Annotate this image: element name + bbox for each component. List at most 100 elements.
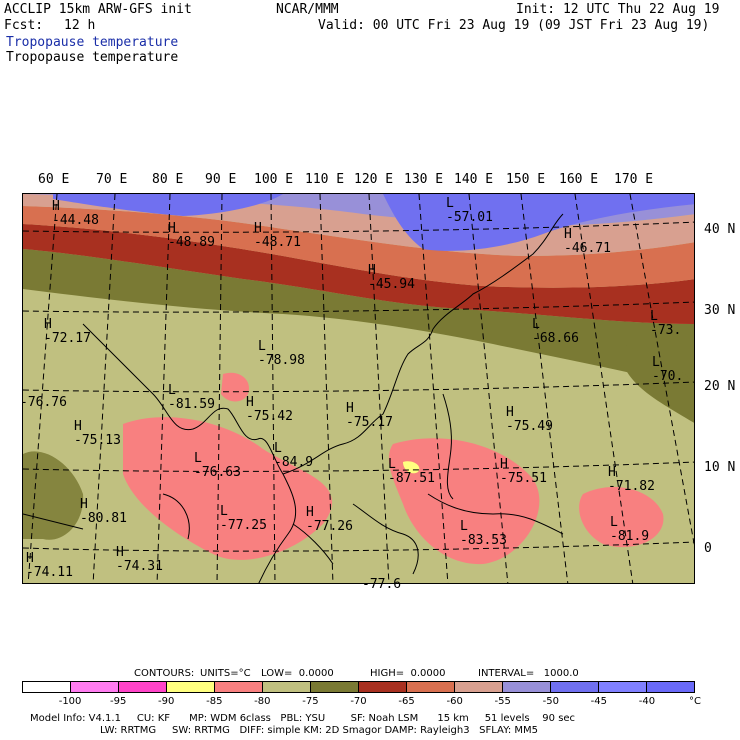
fcst-label: Fcst: xyxy=(4,18,44,33)
fcst-value: 12 h xyxy=(64,18,96,33)
map-panel xyxy=(22,193,695,584)
lon-label: 60 E xyxy=(38,172,70,187)
map-extremum-label: H -48.71 xyxy=(254,221,301,250)
colorbar-swatch xyxy=(215,682,263,692)
map-extremum-label: H -71.82 xyxy=(608,465,655,494)
field-band-olive xyxy=(23,249,694,389)
lon-label: 90 E xyxy=(205,172,237,187)
map-extremum-label: H -75.13 xyxy=(74,419,121,448)
lon-label: 100 E xyxy=(254,172,294,187)
colorbar-tick-label: -100 xyxy=(58,696,82,707)
field-patch-blue-east xyxy=(383,194,694,251)
units-label: UNITS=°C xyxy=(200,668,251,679)
colorbar-tick-label: -45 xyxy=(590,696,608,707)
map-extremum-label: H -75.17 xyxy=(346,401,393,430)
lon-label: 140 E xyxy=(454,172,494,187)
map-extremum-label: H -45.94 xyxy=(368,263,415,292)
field-patch-cold-1 xyxy=(123,417,333,560)
map-extremum-label: L -57.01 xyxy=(446,196,493,225)
field-title-1: Tropopause temperature xyxy=(6,35,179,50)
colorbar-swatch xyxy=(407,682,455,692)
map-extremum-label: L -73. xyxy=(650,309,682,338)
colorbar-tick-label: -50 xyxy=(542,696,559,707)
field-band-orange xyxy=(23,206,694,288)
colorbar-tick-label: -75 xyxy=(302,696,319,707)
colorbar-swatch xyxy=(167,682,215,692)
lon-label: 120 E xyxy=(354,172,394,187)
colorbar-swatch xyxy=(71,682,119,692)
colorbar-tick-label: -65 xyxy=(398,696,415,707)
high-label: HIGH= 0.0000 xyxy=(370,668,446,679)
colorbar-swatch xyxy=(23,682,71,692)
lon-label: 160 E xyxy=(559,172,599,187)
colorbar-swatch xyxy=(263,682,311,692)
colorbar-swatch xyxy=(503,682,551,692)
map-extremum-label: L -81.9 xyxy=(610,515,650,544)
map-extremum-label: H -74.31 xyxy=(116,545,163,574)
init-time: Init: 12 UTC Thu 22 Aug 19 xyxy=(516,2,720,17)
colorbar-tick-label: -60 xyxy=(446,696,463,707)
colorbar-tick-label: -70 xyxy=(350,696,367,707)
colorbar xyxy=(22,681,695,693)
map-extremum-label: L -81.59 xyxy=(168,383,215,412)
colorbar-swatch xyxy=(647,682,694,692)
interval-label: INTERVAL= 1000.0 xyxy=(478,668,579,679)
map-extremum-label: H -77.26 xyxy=(306,505,353,534)
coastlines xyxy=(23,213,564,583)
lon-label: 110 E xyxy=(305,172,345,187)
map-extremum-label: L -84.9 xyxy=(274,441,314,470)
lat-label: 40 N xyxy=(704,222,736,237)
map-extremum-label: L -70. xyxy=(652,355,684,384)
lat-label: 0 xyxy=(704,541,712,556)
map-extremum-label: H -75.51 xyxy=(500,457,547,486)
field-patch-blue-west xyxy=(53,194,283,216)
low-label: LOW= 0.0000 xyxy=(261,668,334,679)
map-extremum-label: -77.6 xyxy=(362,577,402,592)
colorbar-unit: °C xyxy=(689,696,701,707)
contours-label: CONTOURS: xyxy=(134,668,195,679)
map-svg xyxy=(23,194,694,583)
model-info-line1: Model Info: V4.1.1 CU: KF MP: WDM 6class… xyxy=(30,713,576,724)
colorbar-swatch xyxy=(551,682,599,692)
lon-label: 170 E xyxy=(614,172,654,187)
colorbar-tick-label: -55 xyxy=(494,696,511,707)
map-extremum-label: L -76.63 xyxy=(194,451,241,480)
org-label: NCAR/MMM xyxy=(276,2,339,17)
field-patch-cold-4 xyxy=(221,372,249,402)
lat-label: 20 N xyxy=(704,379,736,394)
colorbar-swatch xyxy=(359,682,407,692)
model-info-line2: LW: RRTMG SW: RRTMG DIFF: simple KM: 2D … xyxy=(100,725,539,736)
map-extremum-label: H -44.48 xyxy=(52,199,99,228)
colorbar-swatch xyxy=(599,682,647,692)
map-extremum-label: -76.76 xyxy=(20,395,67,410)
lon-label: 70 E xyxy=(96,172,128,187)
colorbar-swatch xyxy=(311,682,359,692)
map-extremum-label: L -87.51 xyxy=(388,457,435,486)
colorbar-tick-label: -40 xyxy=(638,696,656,707)
model-title: ACCLIP 15km ARW-GFS init xyxy=(4,2,192,17)
field-patch-cold-3 xyxy=(579,486,664,548)
map-extremum-label: L -78.98 xyxy=(258,339,305,368)
lon-label: 80 E xyxy=(152,172,184,187)
map-extremum-label: L -68.66 xyxy=(532,317,579,346)
lon-label: 150 E xyxy=(506,172,546,187)
map-extremum-label: H -72.17 xyxy=(44,317,91,346)
map-extremum-label: H -74.11 xyxy=(26,551,73,580)
colorbar-tick-label: -95 xyxy=(109,696,127,707)
colorbar-tick-label: -85 xyxy=(206,696,223,707)
map-extremum-label: H -80.81 xyxy=(80,497,127,526)
field-band-red xyxy=(23,224,694,324)
lon-label: 130 E xyxy=(404,172,444,187)
map-extremum-label: H -46.71 xyxy=(564,227,611,256)
colorbar-tick-label: -80 xyxy=(254,696,271,707)
field-title-2: Tropopause temperature xyxy=(6,50,179,65)
map-extremum-label: H -48.89 xyxy=(168,221,215,250)
valid-time: Valid: 00 UTC Fri 23 Aug 19 (09 JST Fri … xyxy=(318,18,710,33)
lat-label: 10 N xyxy=(704,460,736,475)
colorbar-swatch xyxy=(455,682,503,692)
colorbar-tick-label: -90 xyxy=(158,696,175,707)
map-extremum-label: L -77.25 xyxy=(220,504,267,533)
lat-label: 30 N xyxy=(704,303,736,318)
map-extremum-label: L -83.53 xyxy=(460,519,507,548)
map-extremum-label: H -75.42 xyxy=(246,395,293,424)
